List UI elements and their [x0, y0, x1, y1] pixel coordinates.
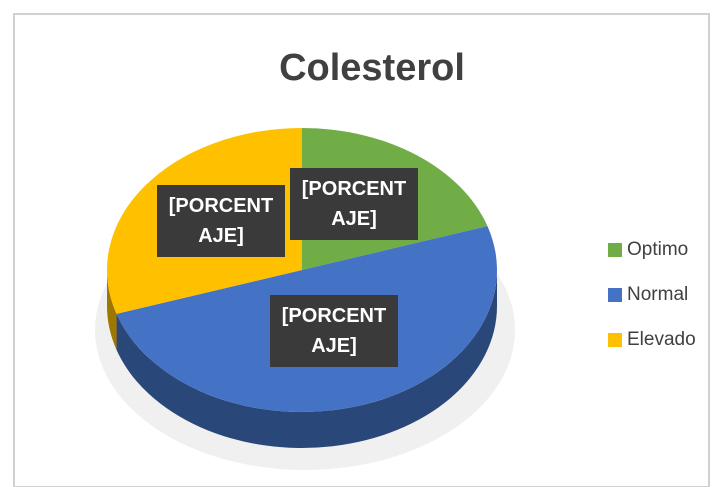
legend-swatch: [608, 288, 622, 302]
chart-title: Colesterol: [279, 47, 465, 89]
pie-side: [107, 270, 117, 350]
legend-swatch: [608, 243, 622, 257]
legend-label: Normal: [627, 284, 688, 305]
legend-label: Optimo: [627, 239, 688, 260]
data-label: [PORCENTAJE]: [270, 295, 398, 367]
legend-label: Elevado: [627, 329, 696, 350]
pie-side: [116, 270, 497, 448]
data-label: [PORCENTAJE]: [290, 168, 418, 240]
legend-swatch: [608, 333, 622, 347]
data-label: [PORCENTAJE]: [157, 185, 285, 257]
